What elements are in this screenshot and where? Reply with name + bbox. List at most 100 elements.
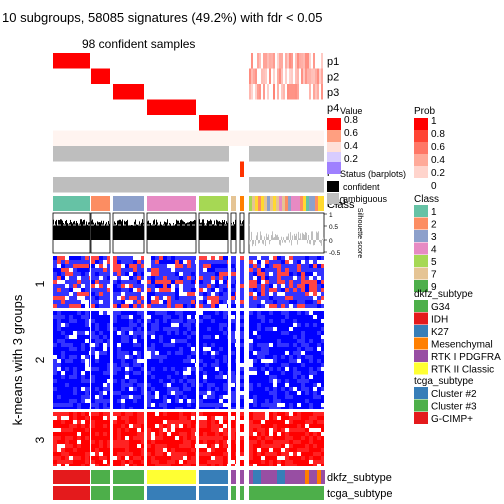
heatmap-cell <box>273 327 277 331</box>
silhouette-bar <box>278 236 279 240</box>
heatmap-cell <box>257 375 261 379</box>
silhouette-bar <box>131 224 132 240</box>
heatmap-cell <box>317 391 321 395</box>
heatmap-cell <box>57 331 61 335</box>
heatmap-cell <box>141 367 144 371</box>
heatmap-cell <box>175 428 179 432</box>
heatmap-cell <box>107 280 110 284</box>
heatmap-cell <box>89 460 90 464</box>
class-cell <box>255 196 258 211</box>
heatmap-cell <box>277 387 281 391</box>
heatmap-cell <box>317 375 321 379</box>
heatmap-cell <box>235 351 236 355</box>
heatmap-cell <box>117 304 121 308</box>
heatmap-cell <box>203 280 207 284</box>
heatmap-cell <box>203 315 207 319</box>
heatmap-cell <box>285 444 289 448</box>
heatmap-cell <box>297 416 301 420</box>
heatmap-cell <box>253 448 257 452</box>
class-legend-label: 2 <box>431 220 437 231</box>
heatmap-cell <box>61 256 65 260</box>
heatmap-cell <box>77 335 81 339</box>
heatmap-cell <box>167 351 171 355</box>
heatmap-cell <box>231 452 235 456</box>
heatmap-cell <box>301 335 305 339</box>
heatmap-cell <box>175 412 179 416</box>
heatmap-cell <box>309 399 313 403</box>
heatmap-cell <box>99 363 103 367</box>
heatmap-cell <box>191 339 195 343</box>
heatmap-cell <box>95 260 99 264</box>
heatmap-cell <box>261 432 265 436</box>
heatmap-cell <box>261 407 265 409</box>
heatmap-cell <box>129 351 133 355</box>
heatmap-cell <box>227 296 228 300</box>
heatmap-cell <box>235 407 236 409</box>
heatmap-cell <box>171 256 175 260</box>
heatmap-cell <box>321 460 324 464</box>
heatmap-cell <box>179 323 183 327</box>
heatmap-cell <box>231 296 235 300</box>
heatmap-cell <box>107 375 110 379</box>
heatmap-cell <box>65 367 69 371</box>
heatmap-cell <box>159 399 163 403</box>
heatmap-cell <box>167 327 171 331</box>
heatmap-cell <box>95 424 99 428</box>
heatmap-cell <box>199 452 203 456</box>
heatmap-cell <box>89 395 90 399</box>
prob-legend-swatch <box>414 178 428 190</box>
heatmap-cell <box>57 351 61 355</box>
heatmap-cell <box>321 331 324 335</box>
heatmap-cell <box>117 296 121 300</box>
heatmap-cell <box>191 379 195 383</box>
heatmap-cell <box>219 456 223 460</box>
heatmap-cell <box>195 280 196 284</box>
heatmap-cell <box>285 371 289 375</box>
heatmap-cell <box>285 432 289 436</box>
heatmap-cell <box>285 395 289 399</box>
heatmap-cell <box>240 399 244 403</box>
silhouette-bar <box>288 233 289 240</box>
heatmap-cell <box>99 371 103 375</box>
heatmap-cell <box>253 363 257 367</box>
heatmap-cell <box>107 304 110 308</box>
heatmap-cell <box>107 379 110 383</box>
heatmap-cell <box>240 327 244 331</box>
prob-cell <box>253 68 255 84</box>
silhouette-bar <box>123 225 124 240</box>
heatmap-cell <box>249 315 253 319</box>
heatmap-cell <box>321 424 324 428</box>
heatmap-cell <box>257 343 261 347</box>
heatmap-cell <box>141 304 144 308</box>
heatmap-cell <box>99 436 103 440</box>
heatmap-cell <box>65 260 69 264</box>
silhouette-bar <box>212 224 213 240</box>
prob-cell <box>291 68 293 84</box>
heatmap-cell <box>203 407 207 409</box>
heatmap-cell <box>167 412 171 416</box>
heatmap-cell <box>69 363 73 367</box>
heatmap-cell <box>133 432 137 436</box>
heatmap-cell <box>285 319 289 323</box>
heatmap-cell <box>253 323 257 327</box>
heatmap-cell <box>207 284 211 288</box>
silhouette-bar <box>272 231 273 240</box>
heatmap-cell <box>207 452 211 456</box>
heatmap-cell <box>277 276 281 280</box>
heatmap-cell <box>183 359 187 363</box>
heatmap-cell <box>301 387 305 391</box>
heatmap-cell <box>147 319 151 323</box>
class-legend-title: Class <box>414 194 439 205</box>
silhouette-bar <box>58 219 59 240</box>
heatmap-cell <box>321 379 324 383</box>
heatmap-cell <box>113 383 117 387</box>
heatmap-cell <box>253 272 257 276</box>
heatmap-cell <box>321 280 324 284</box>
heatmap-cell <box>289 424 293 428</box>
heatmap-cell <box>219 387 223 391</box>
heatmap-cell <box>133 391 137 395</box>
heatmap-cell <box>257 347 261 351</box>
silhouette-bar <box>91 220 92 240</box>
heatmap-cell <box>273 304 277 308</box>
heatmap-cell <box>240 347 244 351</box>
